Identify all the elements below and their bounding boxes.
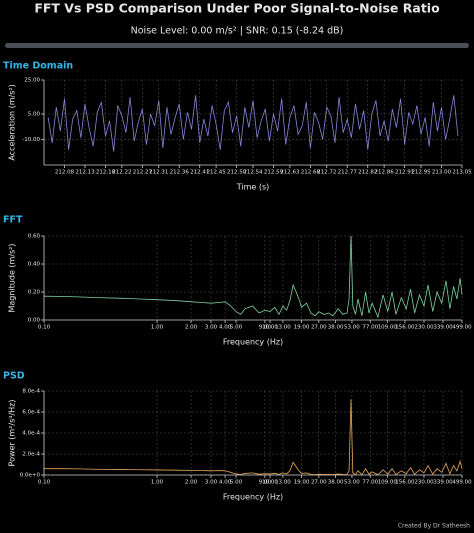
x-tick-label: 3.00 xyxy=(205,480,218,486)
x-tick-label: 0.10 xyxy=(38,480,51,486)
y-axis-title: Power (m²/s⁴/Hz) xyxy=(8,400,17,467)
x-tick-label: 53.00 xyxy=(344,480,360,486)
page-title: FFT Vs PSD Comparison Under Poor Signal-… xyxy=(34,1,440,16)
x-tick-label: 212.91 xyxy=(395,170,414,176)
y-tick-label: 5.00 xyxy=(28,112,41,118)
x-tick-label: 1.00 xyxy=(151,325,164,331)
y-tick-label: 2.0e-4 xyxy=(22,452,40,458)
y-axis-title: Acceleration (m/s²) xyxy=(8,84,17,160)
x-tick-label: 499.00 xyxy=(452,480,472,486)
x-tick-label: 13.00 xyxy=(275,325,291,331)
x-tick-label: 339.00 xyxy=(433,480,453,486)
progress-bar xyxy=(5,43,469,48)
x-tick-label: 212.54 xyxy=(243,170,263,176)
y-tick-label: 0.0e+0 xyxy=(20,473,41,479)
x-tick-label: 109.00 xyxy=(378,325,398,331)
x-tick-label: 0.10 xyxy=(38,325,51,331)
x-tick-label: 53.00 xyxy=(344,325,360,331)
y-tick-label: 0.60 xyxy=(28,234,41,240)
x-tick-label: 212.50 xyxy=(227,170,247,176)
x-tick-label: 212.08 xyxy=(55,170,75,176)
y-tick-label: 0.40 xyxy=(28,262,41,268)
x-tick-label: 13.00 xyxy=(275,480,291,486)
x-tick-label: 213.00 xyxy=(432,170,452,176)
x-tick-label: 9.00 xyxy=(259,480,272,486)
chart-title: PSD xyxy=(3,371,25,382)
x-tick-label: 230.00 xyxy=(414,325,434,331)
x-tick-label: 230.00 xyxy=(414,480,434,486)
x-tick-label: 38.00 xyxy=(328,325,344,331)
x-tick-label: 109.00 xyxy=(378,480,398,486)
x-tick-label: 212.86 xyxy=(375,170,395,176)
x-tick-label: 212.45 xyxy=(206,170,226,176)
x-tick-label: 77.00 xyxy=(362,480,378,486)
x-tick-label: 5.00 xyxy=(230,480,243,486)
x-tick-label: 212.82 xyxy=(358,170,377,176)
x-tick-label: 27.00 xyxy=(311,325,327,331)
y-tick-label: 4.0e-4 xyxy=(22,431,40,437)
footer: Created By Dr Satheesh xyxy=(398,523,470,530)
y-tick-label: 0.20 xyxy=(28,290,41,296)
y-tick-label: 25.00 xyxy=(24,78,40,84)
x-tick-label: 156.00 xyxy=(395,325,415,331)
x-tick-label: 2.00 xyxy=(185,480,198,486)
y-axis-title: Magnitude (m/s²) xyxy=(8,243,17,312)
x-tick-label: 1.00 xyxy=(151,480,164,486)
x-tick-label: 212.41 xyxy=(190,170,209,176)
x-tick-label: 10.00 xyxy=(262,325,278,331)
x-tick-label: 212.68 xyxy=(301,170,321,176)
x-tick-label: 212.95 xyxy=(411,170,431,176)
x-tick-label: 156.00 xyxy=(395,480,415,486)
x-tick-label: 212.63 xyxy=(280,170,300,176)
x-tick-label: 499.00 xyxy=(452,325,472,331)
x-tick-label: 77.00 xyxy=(362,325,378,331)
x-tick-label: 212.18 xyxy=(96,170,116,176)
x-tick-label: 38.00 xyxy=(328,480,344,486)
y-tick-label: -10.00 xyxy=(22,137,40,143)
x-tick-label: 212.77 xyxy=(338,170,358,176)
x-tick-label: 10.00 xyxy=(262,480,278,486)
x-tick-label: 212.36 xyxy=(170,170,190,176)
x-tick-label: 213.05 xyxy=(452,170,472,176)
x-tick-label: 9.00 xyxy=(259,325,272,331)
page-subtitle: Noise Level: 0.00 m/s² | SNR: 0.15 (-8.2… xyxy=(131,26,344,37)
x-tick-label: 2.00 xyxy=(185,325,198,331)
x-tick-label: 4.00 xyxy=(219,325,232,331)
chart-title: FFT xyxy=(3,215,23,226)
x-tick-label: 339.00 xyxy=(433,325,453,331)
y-tick-label: 8.0e-4 xyxy=(22,389,40,395)
x-tick-label: 19.00 xyxy=(294,325,310,331)
data-line xyxy=(44,399,463,476)
x-tick-label: 212.22 xyxy=(112,170,131,176)
x-tick-label: 3.00 xyxy=(205,325,218,331)
y-tick-label: 6.0e-4 xyxy=(22,410,40,416)
x-axis-title: Time (s) xyxy=(236,183,270,192)
data-line xyxy=(43,235,463,319)
x-tick-label: 4.00 xyxy=(219,480,232,486)
x-tick-label: 27.00 xyxy=(311,480,327,486)
x-tick-label: 212.72 xyxy=(317,170,336,176)
x-tick-label: 212.13 xyxy=(75,170,95,176)
x-axis-title: Frequency (Hz) xyxy=(223,338,283,347)
x-tick-label: 212.27 xyxy=(133,170,153,176)
x-tick-label: 212.31 xyxy=(149,170,168,176)
x-tick-label: 19.00 xyxy=(294,480,310,486)
y-tick-label: 0.00 xyxy=(28,318,41,324)
x-tick-label: 5.00 xyxy=(230,325,243,331)
x-tick-label: 212.59 xyxy=(264,170,284,176)
data-line xyxy=(47,95,459,152)
x-axis-title: Frequency (Hz) xyxy=(223,493,283,502)
chart-title: Time Domain xyxy=(3,61,73,72)
